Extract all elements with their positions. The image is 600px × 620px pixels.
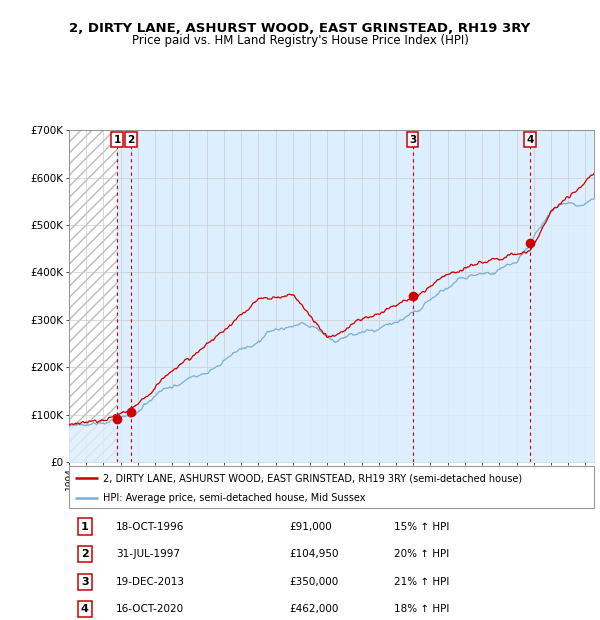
Text: 2, DIRTY LANE, ASHURST WOOD, EAST GRINSTEAD, RH19 3RY (semi-detached house): 2, DIRTY LANE, ASHURST WOOD, EAST GRINST… (103, 473, 522, 483)
Text: 4: 4 (526, 135, 534, 144)
Text: 3: 3 (81, 577, 89, 587)
Text: 15% ↑ HPI: 15% ↑ HPI (395, 521, 450, 531)
Text: 16-OCT-2020: 16-OCT-2020 (116, 604, 184, 614)
Text: 4: 4 (81, 604, 89, 614)
Text: 18% ↑ HPI: 18% ↑ HPI (395, 604, 450, 614)
Text: 1: 1 (113, 135, 121, 144)
Bar (117, 130, 594, 462)
Text: 1: 1 (81, 521, 89, 531)
Text: 2, DIRTY LANE, ASHURST WOOD, EAST GRINSTEAD, RH19 3RY: 2, DIRTY LANE, ASHURST WOOD, EAST GRINST… (70, 22, 530, 35)
Text: 2: 2 (81, 549, 89, 559)
Text: £350,000: £350,000 (290, 577, 339, 587)
Text: 2: 2 (127, 135, 134, 144)
Bar (69, 130, 117, 462)
Bar (69, 130, 117, 462)
Text: 3: 3 (409, 135, 416, 144)
Text: £91,000: £91,000 (290, 521, 332, 531)
Text: £104,950: £104,950 (290, 549, 339, 559)
Text: Price paid vs. HM Land Registry's House Price Index (HPI): Price paid vs. HM Land Registry's House … (131, 34, 469, 47)
FancyBboxPatch shape (69, 466, 594, 508)
Text: 20% ↑ HPI: 20% ↑ HPI (395, 549, 450, 559)
Text: 21% ↑ HPI: 21% ↑ HPI (395, 577, 450, 587)
Text: 31-JUL-1997: 31-JUL-1997 (116, 549, 180, 559)
Text: £462,000: £462,000 (290, 604, 339, 614)
Text: 18-OCT-1996: 18-OCT-1996 (116, 521, 185, 531)
Text: HPI: Average price, semi-detached house, Mid Sussex: HPI: Average price, semi-detached house,… (103, 493, 365, 503)
Text: 19-DEC-2013: 19-DEC-2013 (116, 577, 185, 587)
